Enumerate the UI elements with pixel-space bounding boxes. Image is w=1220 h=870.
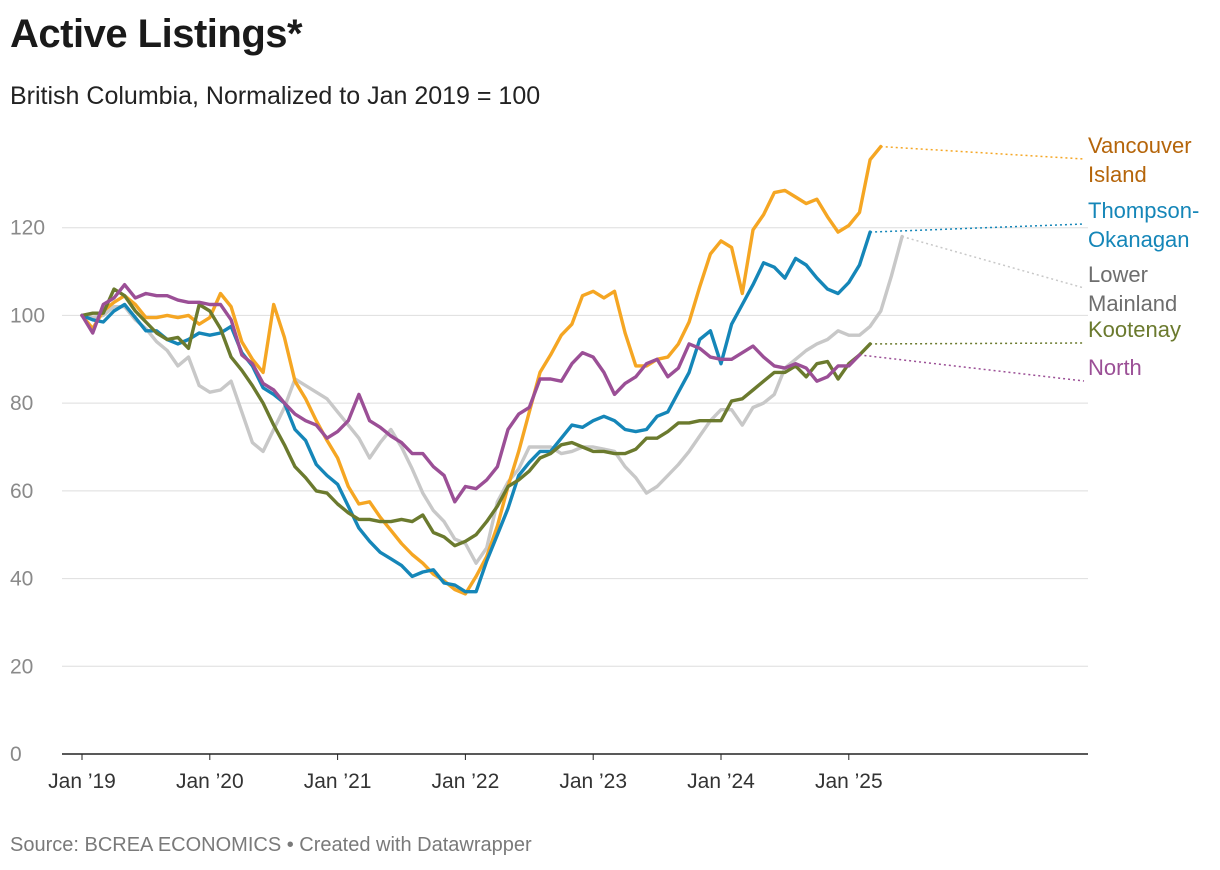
x-tick-label-5: Jan ’24 [687,770,755,793]
x-tick-label-0: Jan ’19 [48,770,116,793]
x-tick-label-4: Jan ’23 [559,770,627,793]
series-connector-4 [859,354,1085,382]
chart-title: Active Listings* [10,12,303,56]
chart-subtitle: British Columbia, Normalized to Jan 2019… [10,82,541,110]
series-label-2-0: Thompson- [1088,198,1199,223]
y-tick-label-80: 80 [10,392,33,415]
series-label-2-1: Okanagan [1088,227,1190,252]
y-tick-label-40: 40 [10,568,33,591]
series-label-0-1: Mainland [1088,291,1177,316]
x-tick-label-3: Jan ’22 [432,770,500,793]
series-label-4-0: North [1088,355,1142,380]
series-connector-2 [870,223,1085,233]
y-tick-label-100: 100 [10,304,45,327]
series-line-kootenay [80,287,872,548]
series-connector-3 [870,342,1085,345]
y-tick-label-20: 20 [10,655,33,678]
x-tick-label-6: Jan ’25 [815,770,883,793]
y-tick-label-60: 60 [10,480,33,503]
chart-footer: Source: BCREA ECONOMICS • Created with D… [10,834,532,856]
y-tick-label-120: 120 [10,217,45,240]
series-line-north [80,283,862,504]
series-label-1-0: Vancouver [1088,133,1192,158]
series-line-lower-mainland [80,234,904,565]
series-connector-1 [880,145,1085,160]
x-tick-label-1: Jan ’20 [176,770,244,793]
y-tick-label-0: 0 [10,743,22,766]
series-label-3-0: Kootenay [1088,317,1181,342]
series-label-0-0: Lower [1088,262,1148,287]
series-connector-0 [901,235,1085,289]
series-line-thompson-okanagan [80,230,872,594]
x-tick-label-2: Jan ’21 [304,770,372,793]
series-label-1-1: Island [1088,162,1147,187]
